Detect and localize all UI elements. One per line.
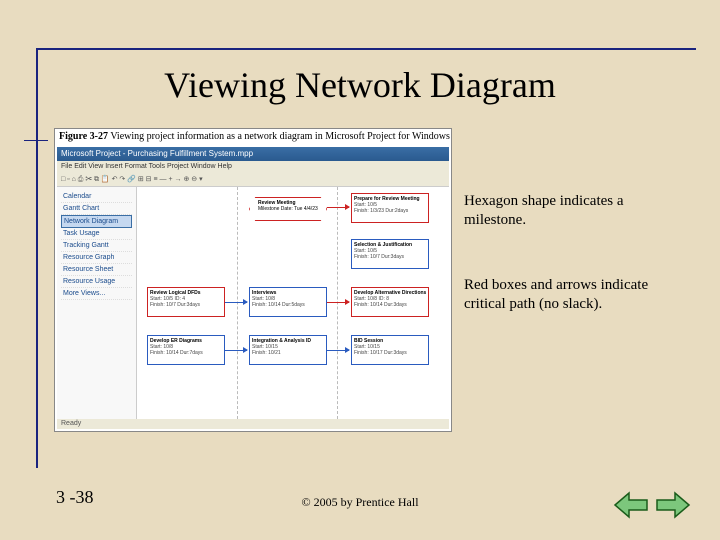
sidebar-item-more[interactable]: More Views... bbox=[61, 288, 132, 300]
node-develop-alt[interactable]: Develop Alternative Directions Start: 10… bbox=[351, 287, 429, 317]
annotation-hexagon: Hexagon shape indicates a milestone. bbox=[464, 192, 684, 230]
figure-caption: Figure 3-27 Viewing project information … bbox=[59, 131, 450, 142]
divider bbox=[337, 187, 338, 419]
node-prepare-review[interactable]: Prepare for Review Meeting Start: 10/5 F… bbox=[351, 193, 429, 223]
frame-left bbox=[36, 48, 38, 468]
prev-button[interactable] bbox=[612, 490, 650, 520]
app-statusbar: Ready bbox=[57, 419, 449, 429]
arrow-head bbox=[345, 299, 350, 305]
sidebar-item-res-usage[interactable]: Resource Usage bbox=[61, 276, 132, 288]
divider bbox=[237, 187, 238, 419]
sidebar-item-res-graph[interactable]: Resource Graph bbox=[61, 252, 132, 264]
arrow-head bbox=[345, 204, 350, 210]
node-interviews[interactable]: Interviews Start: 10/8 Finish: 10/14 Dur… bbox=[249, 287, 327, 317]
app-toolbar[interactable]: □ ▫ ⌂ ⎙ ✂ ⧉ 📋 ↶ ↷ 🔗 ⊞ ⊟ ≡ — + → ⊕ ⊖ ▾ bbox=[57, 173, 449, 187]
figure-label: Figure 3-27 bbox=[59, 131, 108, 142]
network-canvas: Review Meeting Milestone Date: Tue 4/4/2… bbox=[137, 187, 449, 419]
node-bid-session[interactable]: BID Session Start: 10/15 Finish: 10/17 D… bbox=[351, 335, 429, 365]
nav-buttons bbox=[612, 490, 692, 520]
arrow-head bbox=[243, 347, 248, 353]
node-selection[interactable]: Selection & Justification Start: 10/5 Fi… bbox=[351, 239, 429, 269]
node-develop-er[interactable]: Develop ER Diagrams Start: 10/8 Finish: … bbox=[147, 335, 225, 365]
node-review-meeting[interactable]: Review Meeting Milestone Date: Tue 4/4/2… bbox=[249, 197, 327, 221]
node-review-logical[interactable]: Review Logical DFDs Start: 10/5 ID: 4 Fi… bbox=[147, 287, 225, 317]
sidebar-item-network[interactable]: Network Diagram bbox=[61, 215, 132, 228]
arrow-right-icon bbox=[655, 491, 691, 519]
figure-text: Viewing project information as a network… bbox=[110, 131, 450, 142]
slide-title: Viewing Network Diagram bbox=[0, 64, 720, 106]
node-integration[interactable]: Integration & Analysis ID Start: 10/15 F… bbox=[249, 335, 327, 365]
sidebar-item-calendar[interactable]: Calendar bbox=[61, 191, 132, 203]
annotation-critical: Red boxes and arrows indicate critical p… bbox=[464, 276, 684, 314]
sidebar-item-task-usage[interactable]: Task Usage bbox=[61, 228, 132, 240]
sidebar-item-gantt[interactable]: Gantt Chart bbox=[61, 203, 132, 215]
frame-tick bbox=[24, 140, 48, 141]
sidebar-item-tracking[interactable]: Tracking Gantt bbox=[61, 240, 132, 252]
app-titlebar: Microsoft Project - Purchasing Fulfillme… bbox=[57, 147, 449, 161]
next-button[interactable] bbox=[654, 490, 692, 520]
arrow-head bbox=[243, 299, 248, 305]
app-sidebar: Calendar Gantt Chart Network Diagram Tas… bbox=[57, 187, 137, 419]
arrow-left-icon bbox=[613, 491, 649, 519]
screenshot-figure: Figure 3-27 Viewing project information … bbox=[54, 128, 452, 432]
app-menubar[interactable]: File Edit View Insert Format Tools Proje… bbox=[57, 161, 449, 173]
sidebar-item-res-sheet[interactable]: Resource Sheet bbox=[61, 264, 132, 276]
arrow-head bbox=[345, 347, 350, 353]
frame-top bbox=[36, 48, 696, 50]
